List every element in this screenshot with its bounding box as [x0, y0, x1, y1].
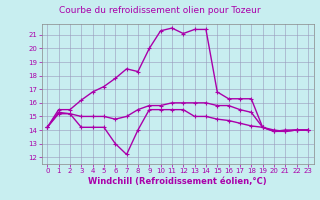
Text: Courbe du refroidissement olien pour Tozeur: Courbe du refroidissement olien pour Toz…	[59, 6, 261, 15]
X-axis label: Windchill (Refroidissement éolien,°C): Windchill (Refroidissement éolien,°C)	[88, 177, 267, 186]
